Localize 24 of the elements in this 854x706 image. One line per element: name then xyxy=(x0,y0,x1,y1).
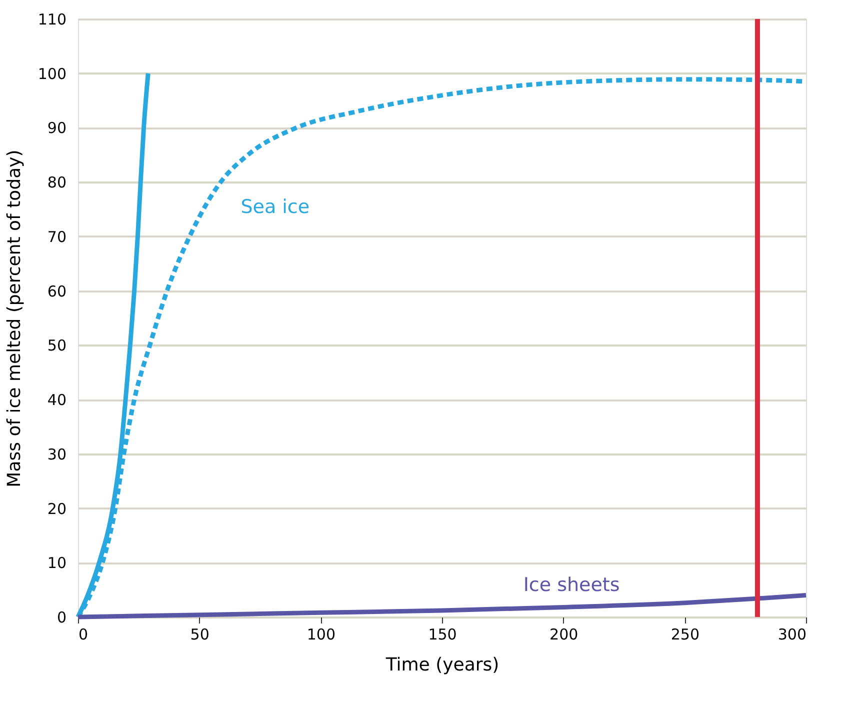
y-tick-label: 40 xyxy=(47,391,66,410)
y-tick-label: 100 xyxy=(38,64,66,83)
x-tick-label: 300 xyxy=(778,626,806,644)
series-label: Sea ice xyxy=(240,196,310,218)
x-tick-label: 0 xyxy=(78,626,88,644)
y-tick-label: 80 xyxy=(47,174,66,192)
y-tick-label: 30 xyxy=(47,445,66,464)
x-tick-label: 150 xyxy=(428,626,457,644)
y-tick-label: 10 xyxy=(47,554,66,572)
y-tick-label: 0 xyxy=(56,608,66,626)
y-tick-label: 50 xyxy=(47,336,66,355)
series-label: Ice sheets xyxy=(523,574,620,596)
line-series xyxy=(76,593,808,620)
y-tick-label: 70 xyxy=(47,228,66,246)
y-axis-title: Mass of ice melted (percent of today) xyxy=(4,150,25,488)
x-tick-label: 200 xyxy=(550,626,578,644)
y-tick-label: 60 xyxy=(47,282,66,300)
x-tick-label: 250 xyxy=(670,626,700,644)
y-tick-label: 20 xyxy=(47,500,66,518)
x-tick-label: 100 xyxy=(306,626,336,644)
y-tick-label: 110 xyxy=(38,10,66,28)
x-tick-label: 50 xyxy=(190,626,210,644)
y-tick-label: 90 xyxy=(47,119,66,138)
x-axis-title: Time (years) xyxy=(384,654,500,676)
